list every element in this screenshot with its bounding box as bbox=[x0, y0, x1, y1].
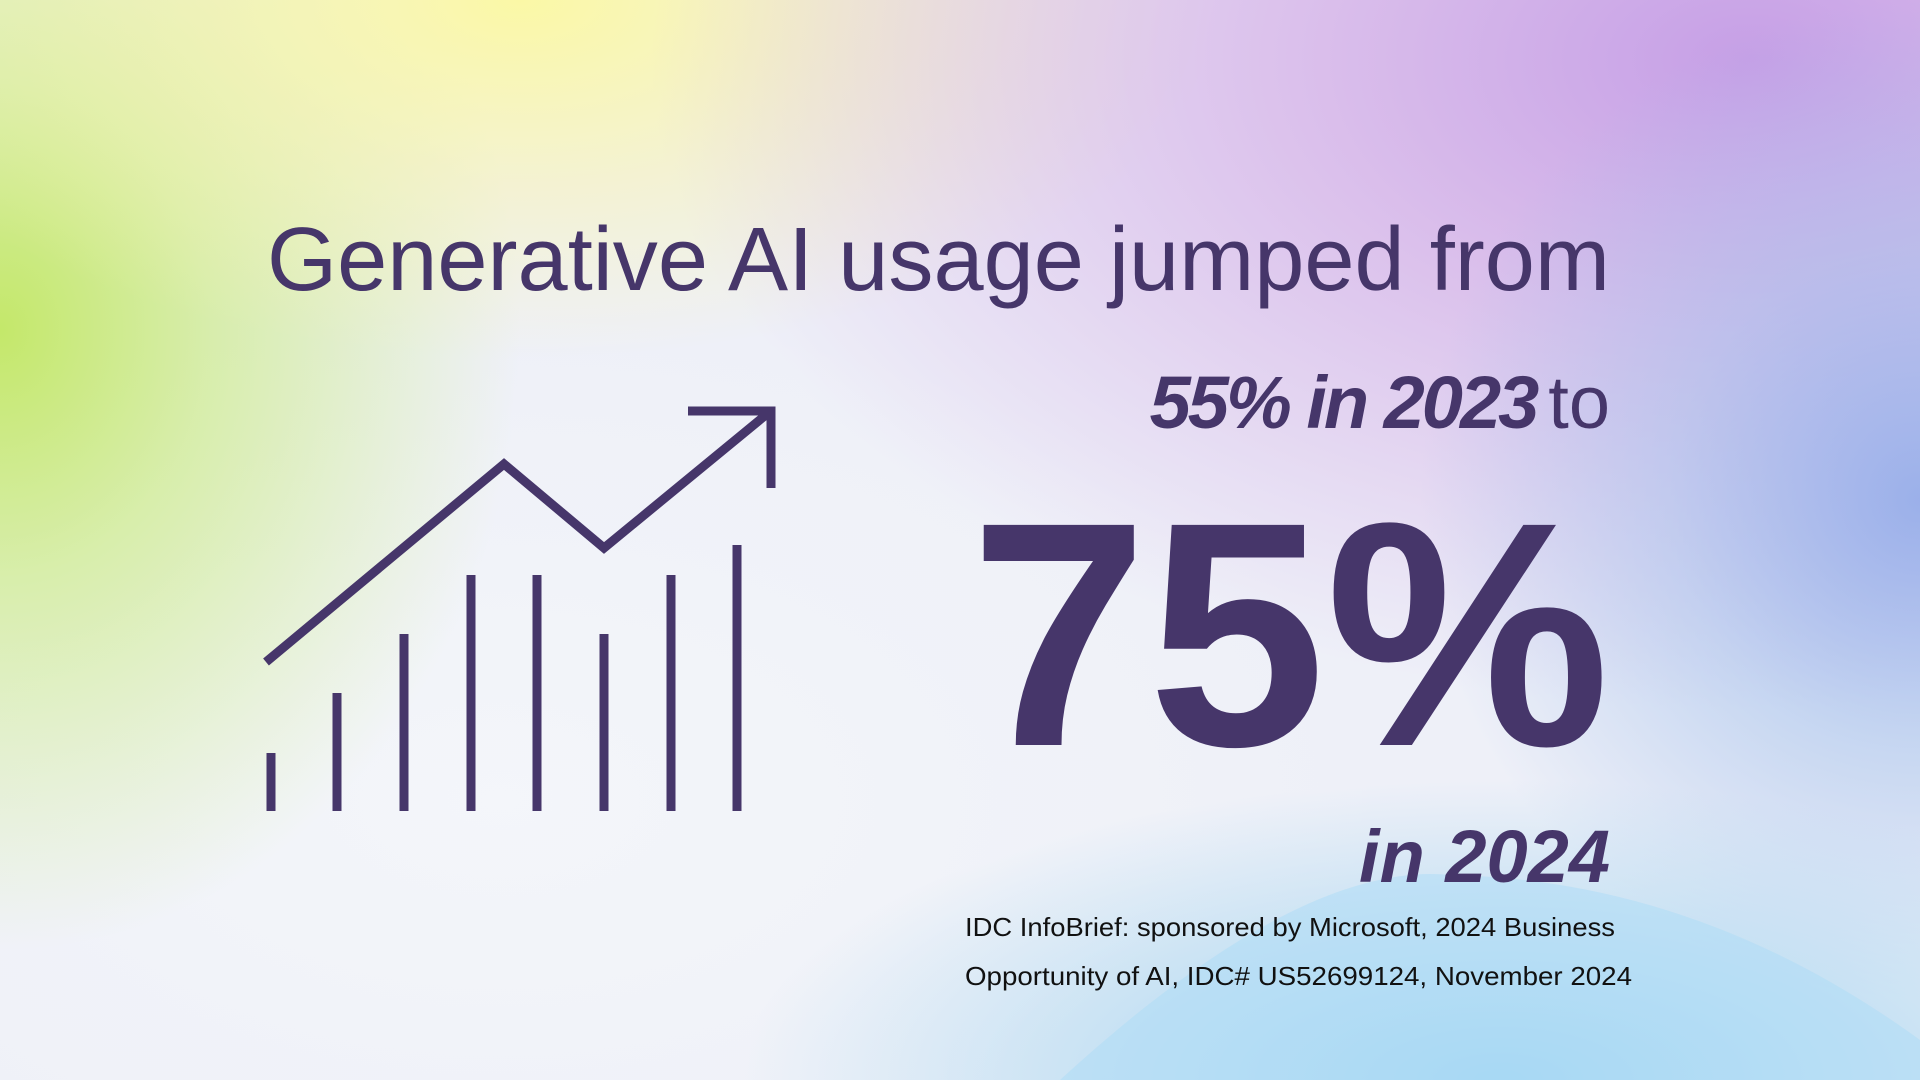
stat-2024-year: in 2024 bbox=[1359, 815, 1610, 898]
source-line-2: Opportunity of AI, IDC# US52699124, Nove… bbox=[965, 961, 1632, 991]
stat-2023-connector: to bbox=[1548, 361, 1610, 444]
stat-2023-value: 55% in 2023 bbox=[1150, 361, 1539, 444]
stat-2024-value: 75% bbox=[970, 455, 1610, 813]
source-line-1: IDC InfoBrief: sponsored by Microsoft, 2… bbox=[965, 912, 1615, 942]
dome-shape bbox=[1060, 874, 1920, 1080]
headline: Generative AI usage jumped from bbox=[267, 210, 1610, 310]
stat-2023: 55% in 2023 to bbox=[1150, 361, 1610, 444]
growth-chart-arrow-icon bbox=[263, 406, 776, 811]
